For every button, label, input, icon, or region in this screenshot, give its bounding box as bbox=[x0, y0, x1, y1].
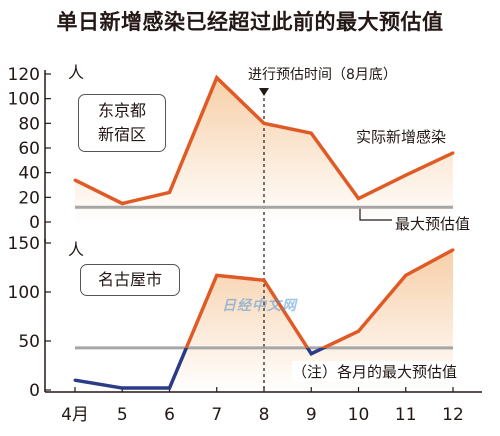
data-point-bot bbox=[309, 352, 313, 356]
max-annotation-leader bbox=[359, 207, 392, 221]
x-tick-label: 6 bbox=[164, 405, 175, 425]
y-unit-top: 人 bbox=[68, 63, 85, 82]
area-fill-top bbox=[75, 77, 453, 223]
actual-series-annotation: 实际新增感染 bbox=[356, 126, 447, 147]
x-tick-label: 10 bbox=[348, 405, 370, 425]
region-label-tokyo-line-1: 东京都 bbox=[97, 101, 146, 120]
data-point-bot bbox=[73, 378, 77, 382]
y-tick-label-bot: 0 bbox=[29, 381, 40, 401]
y-tick-label-top: 40 bbox=[18, 164, 40, 184]
data-point-bot bbox=[120, 386, 124, 390]
data-point-top bbox=[120, 202, 124, 205]
y-tick-label-top: 100 bbox=[8, 90, 40, 110]
data-point-bot bbox=[262, 278, 266, 282]
x-tick-label: 5 bbox=[117, 405, 128, 425]
data-point-top bbox=[357, 197, 360, 201]
data-point-top bbox=[309, 131, 313, 135]
data-point-bot bbox=[168, 386, 171, 390]
current-time-arrow bbox=[259, 88, 269, 96]
y-tick-label-bot: 100 bbox=[8, 283, 40, 303]
y-tick-label-top: 20 bbox=[18, 188, 40, 208]
data-point-top bbox=[168, 190, 171, 194]
data-point-top bbox=[451, 151, 455, 155]
watermark: 日经中文网 bbox=[222, 298, 297, 314]
x-tick-label: 9 bbox=[306, 405, 317, 425]
y-tick-label-bot: 150 bbox=[8, 234, 40, 254]
x-tick-label: 12 bbox=[442, 405, 464, 425]
data-point-bot bbox=[451, 248, 455, 252]
region-label-tokyo: 东京都 新宿区 bbox=[78, 94, 166, 152]
note-annotation: （注）各月的最大预估值 bbox=[292, 361, 458, 382]
x-tick-label: 4月 bbox=[61, 405, 89, 425]
y-tick-label-bot: 50 bbox=[18, 332, 40, 352]
y-tick-label-top: 120 bbox=[8, 65, 40, 85]
data-point-top bbox=[73, 178, 77, 182]
data-point-top bbox=[262, 121, 266, 125]
x-tick-label: 11 bbox=[395, 405, 417, 425]
data-point-top bbox=[404, 173, 408, 177]
series-below-max-bot bbox=[74, 347, 328, 390]
y-tick-label-top: 0 bbox=[29, 213, 40, 233]
y-tick-label-top: 60 bbox=[18, 139, 40, 159]
y-unit-bottom: 人 bbox=[68, 240, 85, 259]
y-tick-label-top: 80 bbox=[18, 114, 40, 134]
data-point-bot bbox=[357, 329, 360, 333]
chart-title: 单日新增感染已经超过此前的最大预估值 bbox=[56, 10, 444, 34]
data-point-bot bbox=[215, 273, 219, 277]
region-label-nagoya: 名古屋市 bbox=[80, 264, 180, 296]
data-point-bot bbox=[404, 273, 408, 277]
x-tick-label: 7 bbox=[211, 405, 222, 425]
region-label-tokyo-line-2: 新宿区 bbox=[97, 125, 146, 144]
current-time-annotation: 进行预估时间（8月底） bbox=[248, 64, 397, 84]
max-series-annotation: 最大预估值 bbox=[395, 213, 471, 234]
data-point-top bbox=[215, 76, 219, 80]
x-tick-label: 8 bbox=[259, 405, 270, 425]
actual-line-below-bot bbox=[74, 347, 328, 390]
